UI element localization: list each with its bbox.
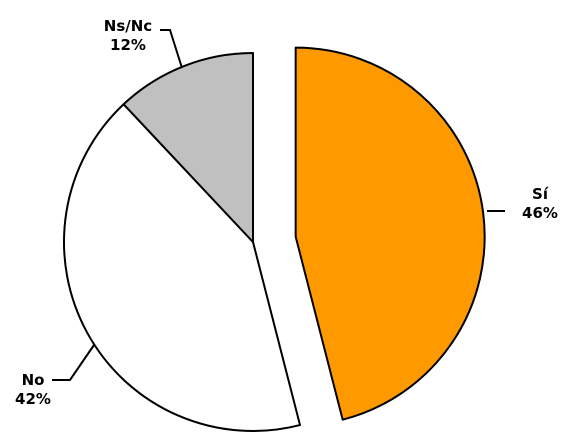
slice-label: No	[22, 371, 45, 389]
leader-line-2	[160, 29, 183, 69]
pie-slice-s	[294, 46, 486, 421]
leader-lines	[52, 29, 505, 381]
pie-slices	[63, 46, 486, 432]
slice-value-label: 42%	[15, 390, 51, 408]
slice-value-label: 12%	[110, 36, 146, 54]
pie-slice-no	[63, 103, 302, 432]
slice-label: Ns/Nc	[104, 17, 152, 35]
slice-label: Sí	[532, 185, 549, 203]
leader-line-1	[52, 344, 95, 381]
pie-slice-ns-nc	[122, 52, 254, 243]
slice-value-label: 46%	[522, 204, 558, 222]
